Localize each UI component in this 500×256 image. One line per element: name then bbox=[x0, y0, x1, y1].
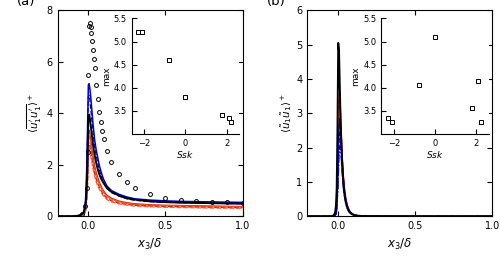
Text: (b): (b) bbox=[266, 0, 285, 8]
Text: (a): (a) bbox=[17, 0, 35, 8]
Y-axis label: $\langle \tilde{u}_1\tilde{u}_1\rangle^+$: $\langle \tilde{u}_1\tilde{u}_1\rangle^+… bbox=[278, 93, 293, 133]
Y-axis label: $\langle \overline{u_1^{\prime}u_1^{\prime}}\rangle^+$: $\langle \overline{u_1^{\prime}u_1^{\pri… bbox=[26, 93, 44, 133]
X-axis label: $x_3/\delta$: $x_3/\delta$ bbox=[387, 237, 412, 252]
X-axis label: $x_3/\delta$: $x_3/\delta$ bbox=[138, 237, 163, 252]
